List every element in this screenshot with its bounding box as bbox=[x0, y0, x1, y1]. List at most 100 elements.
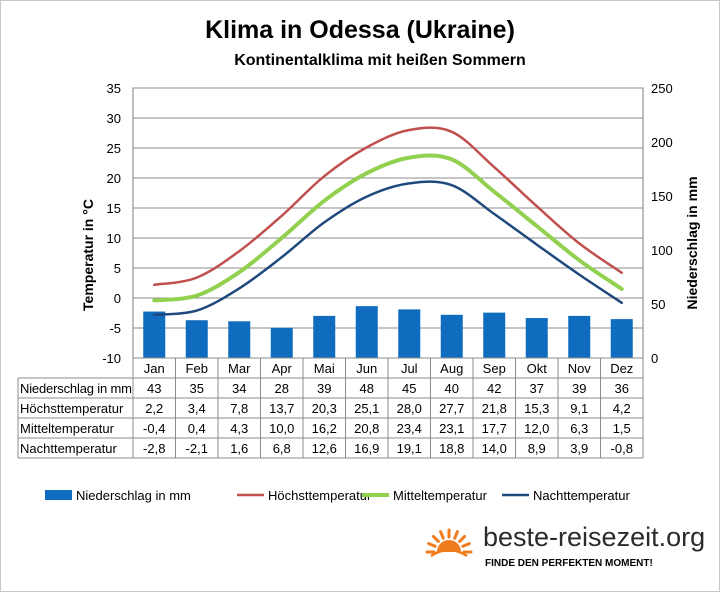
table-cell: -0,4 bbox=[143, 421, 165, 436]
y-right-tick-label: 0 bbox=[651, 351, 658, 366]
table-cell: 13,7 bbox=[269, 401, 294, 416]
table-cell: 18,8 bbox=[439, 441, 464, 456]
sun-ray bbox=[427, 542, 437, 548]
y-left-label: Temperatur in °C bbox=[80, 199, 96, 311]
legend-bar-swatch bbox=[45, 490, 72, 500]
table-cell: 3,4 bbox=[188, 401, 206, 416]
table-cell: -2,1 bbox=[186, 441, 208, 456]
x-tick-label: Mai bbox=[314, 361, 335, 376]
table-cell: 23,4 bbox=[397, 421, 422, 436]
sun-ray bbox=[439, 530, 445, 540]
x-tick-label: Feb bbox=[186, 361, 208, 376]
precip-bar bbox=[355, 306, 378, 358]
table-series-name: Niederschlag in mm bbox=[20, 381, 132, 396]
table-cell: 20,3 bbox=[312, 401, 337, 416]
table-cell: 1,5 bbox=[613, 421, 631, 436]
precip-bar bbox=[143, 311, 166, 358]
x-tick-label: Apr bbox=[272, 361, 293, 376]
plot-area-border bbox=[132, 87, 644, 359]
table-cell: 16,2 bbox=[312, 421, 337, 436]
x-tick-label: Dez bbox=[610, 361, 633, 376]
table-cell: 45 bbox=[402, 381, 416, 396]
table-series-name: Nachttemperatur bbox=[20, 441, 117, 456]
sun-ray bbox=[458, 534, 467, 543]
x-tick-label: Nov bbox=[568, 361, 592, 376]
table-cell: 12,6 bbox=[312, 441, 337, 456]
table-cell: 6,3 bbox=[570, 421, 588, 436]
table-cell: 16,9 bbox=[354, 441, 379, 456]
precip-bar bbox=[610, 319, 633, 358]
table-cell: 14,0 bbox=[482, 441, 507, 456]
precip-bar bbox=[270, 327, 293, 358]
x-tick-label: Jan bbox=[144, 361, 165, 376]
table-cell: 37 bbox=[530, 381, 544, 396]
table-cell: 39 bbox=[572, 381, 586, 396]
table-cell: 35 bbox=[190, 381, 204, 396]
table-cell: 9,1 bbox=[570, 401, 588, 416]
table-cell: 10,0 bbox=[269, 421, 294, 436]
table-cell: -2,8 bbox=[143, 441, 165, 456]
legend-label: Mitteltemperatur bbox=[393, 488, 488, 503]
legend-label: Nachttemperatur bbox=[533, 488, 630, 503]
table-cell: 42 bbox=[487, 381, 501, 396]
y-right-tick-label: 50 bbox=[651, 297, 665, 312]
precip-bar bbox=[568, 315, 591, 358]
y-left-tick-label: 15 bbox=[107, 201, 121, 216]
table-cell: 15,3 bbox=[524, 401, 549, 416]
table-series-name: Mitteltemperatur bbox=[20, 421, 115, 436]
y-right-tick-label: 250 bbox=[651, 81, 673, 96]
y-right-tick-label: 100 bbox=[651, 243, 673, 258]
table-cell: 4,2 bbox=[613, 401, 631, 416]
y-left-tick-label: 10 bbox=[107, 231, 121, 246]
table-cell: 39 bbox=[317, 381, 331, 396]
brand-name: beste-reisezeit.org bbox=[483, 522, 706, 552]
precip-bar bbox=[398, 309, 421, 358]
table-cell: 28 bbox=[275, 381, 289, 396]
chart-subtitle: Kontinentalklima mit heißen Sommern bbox=[234, 52, 526, 69]
x-tick-label: Jun bbox=[356, 361, 377, 376]
table-cell: 3,9 bbox=[570, 441, 588, 456]
table-cell: 48 bbox=[360, 381, 374, 396]
mean-temp-line bbox=[152, 153, 624, 303]
table-cell: 20,8 bbox=[354, 421, 379, 436]
low-temp-line bbox=[153, 180, 623, 317]
y-left-tick-label: -10 bbox=[102, 351, 121, 366]
table-cell: 28,0 bbox=[397, 401, 422, 416]
precip-bar bbox=[313, 315, 336, 358]
table-cell: 43 bbox=[147, 381, 161, 396]
sun-ray bbox=[431, 534, 440, 543]
table-cell: 2,2 bbox=[145, 401, 163, 416]
precip-bar bbox=[228, 321, 251, 358]
legend-label: Niederschlag in mm bbox=[76, 488, 191, 503]
y-left-tick-label: 20 bbox=[107, 171, 121, 186]
table-cell: 36 bbox=[615, 381, 629, 396]
x-tick-label: Jul bbox=[401, 361, 418, 376]
sun-ray bbox=[453, 530, 459, 540]
y-left-tick-label: 5 bbox=[114, 261, 121, 276]
x-tick-label: Sep bbox=[483, 361, 506, 376]
precip-bar bbox=[483, 312, 506, 358]
table-cell: 19,1 bbox=[397, 441, 422, 456]
y-right-tick-label: 150 bbox=[651, 189, 673, 204]
brand-tagline: FINDE DEN PERFEKTEN MOMENT! bbox=[485, 558, 653, 569]
sun-icon bbox=[425, 528, 473, 558]
table-cell: 4,3 bbox=[230, 421, 248, 436]
table-cell: 25,1 bbox=[354, 401, 379, 416]
y-left-tick-label: 30 bbox=[107, 111, 121, 126]
x-tick-label: Aug bbox=[440, 361, 463, 376]
y-right-label: Niederschlag in mm bbox=[684, 176, 700, 309]
chart-title: Klima in Odessa (Ukraine) bbox=[205, 16, 515, 44]
y-left-tick-label: 25 bbox=[107, 141, 121, 156]
table-cell: 8,9 bbox=[528, 441, 546, 456]
table-cell: 6,8 bbox=[273, 441, 291, 456]
x-tick-label: Mar bbox=[228, 361, 251, 376]
table-cell: 27,7 bbox=[439, 401, 464, 416]
table-cell: 17,7 bbox=[482, 421, 507, 436]
precip-bar bbox=[185, 320, 208, 358]
high-temp-line bbox=[153, 126, 623, 287]
table-cell: 21,8 bbox=[482, 401, 507, 416]
table-cell: 40 bbox=[445, 381, 459, 396]
table-series-name: Höchsttemperatur bbox=[20, 401, 124, 416]
y-right-tick-label: 200 bbox=[651, 135, 673, 150]
